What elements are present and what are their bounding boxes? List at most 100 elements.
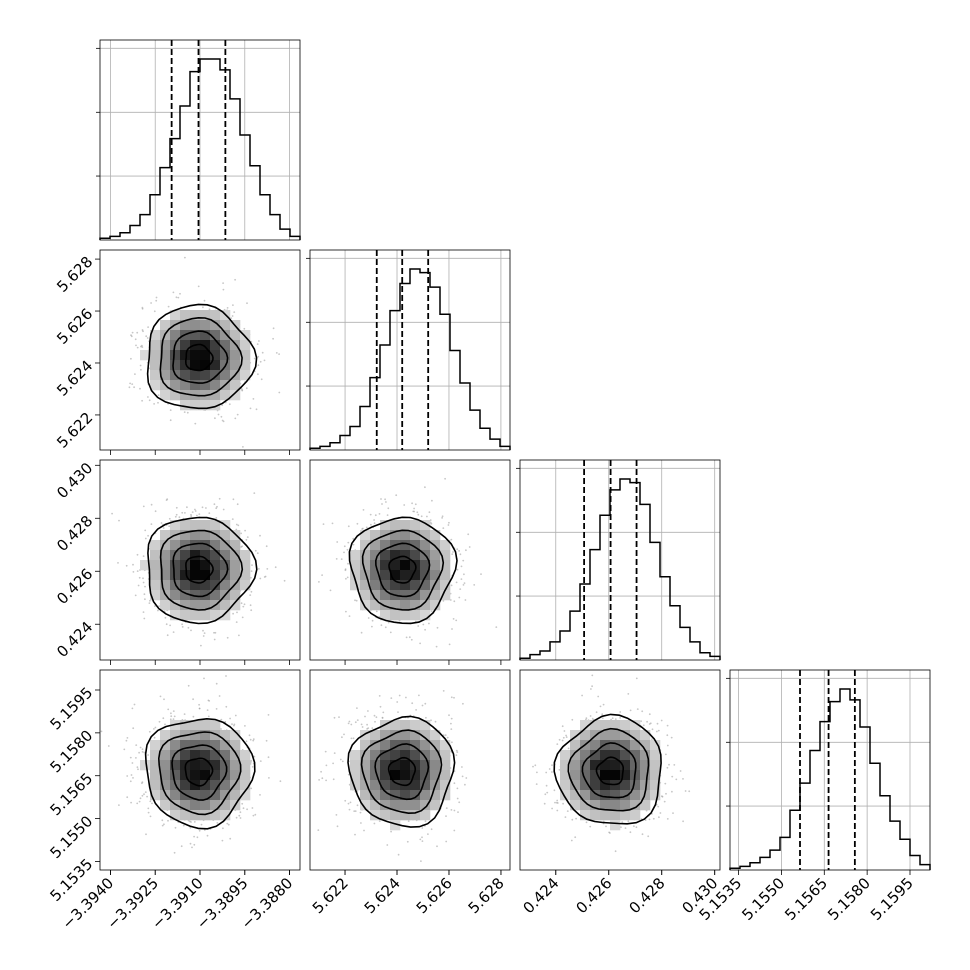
contour-1-sigma bbox=[172, 330, 229, 384]
sample-point bbox=[143, 617, 146, 620]
sample-point bbox=[156, 248, 158, 250]
sample-point bbox=[361, 726, 364, 728]
sample-point bbox=[131, 331, 134, 334]
sample-point bbox=[190, 629, 192, 632]
sample-point bbox=[128, 386, 131, 389]
sample-point bbox=[371, 619, 374, 622]
density-cell bbox=[410, 540, 421, 551]
sample-point bbox=[130, 774, 133, 776]
density-cell bbox=[180, 550, 191, 561]
sample-point bbox=[419, 838, 422, 841]
density-cell bbox=[160, 790, 171, 801]
sample-point bbox=[150, 503, 153, 506]
density-cell bbox=[210, 720, 221, 731]
y-tick-label: 5.1595 bbox=[47, 684, 97, 734]
sample-point bbox=[170, 715, 173, 718]
axes-frame bbox=[99, 249, 301, 451]
density-cell bbox=[360, 590, 371, 601]
sample-point bbox=[382, 711, 385, 714]
density-cell bbox=[160, 360, 171, 371]
y-tick-label: 0.426 bbox=[53, 565, 96, 608]
density-cell bbox=[220, 730, 231, 741]
sample-point bbox=[236, 503, 239, 506]
contour-2-sigma bbox=[146, 303, 258, 410]
sample-point bbox=[149, 815, 152, 818]
contour-1-sigma bbox=[171, 744, 228, 801]
sample-point bbox=[193, 843, 196, 846]
sample-point bbox=[147, 754, 150, 756]
contour-0.5-sigma bbox=[184, 343, 214, 372]
sample-point bbox=[172, 718, 175, 720]
histogram-panel-1 bbox=[306, 249, 511, 451]
sample-point bbox=[417, 625, 420, 627]
density-cell bbox=[220, 610, 231, 621]
y-tick-label: 0.424 bbox=[53, 618, 96, 661]
sample-point bbox=[206, 834, 209, 837]
sample-point bbox=[283, 579, 286, 582]
sample-point bbox=[236, 611, 238, 614]
density-cell bbox=[160, 600, 171, 611]
sample-point bbox=[167, 305, 170, 308]
sample-point bbox=[442, 527, 445, 529]
sample-point bbox=[256, 552, 259, 555]
density-cell bbox=[240, 360, 251, 371]
sample-point bbox=[245, 387, 248, 390]
sample-point bbox=[142, 505, 145, 508]
density-cell bbox=[210, 730, 221, 741]
density-cell bbox=[370, 600, 381, 611]
sample-point bbox=[435, 645, 438, 648]
density-cell bbox=[150, 550, 161, 561]
sample-point bbox=[251, 564, 253, 566]
sample-point bbox=[445, 840, 448, 843]
sample-point bbox=[160, 522, 163, 524]
sample-point bbox=[196, 514, 198, 517]
sample-point bbox=[430, 828, 433, 831]
density-cell bbox=[160, 540, 171, 551]
sample-point bbox=[341, 736, 343, 739]
sample-point bbox=[167, 708, 170, 711]
density-cell bbox=[200, 340, 211, 351]
sample-point bbox=[193, 835, 196, 838]
contour-0.5-sigma bbox=[185, 555, 214, 584]
sample-point bbox=[425, 716, 427, 719]
sample-point bbox=[427, 833, 429, 835]
density-cell bbox=[180, 580, 191, 591]
sample-point bbox=[198, 829, 201, 832]
sample-point bbox=[249, 407, 252, 410]
density-cell bbox=[390, 520, 401, 531]
sample-point bbox=[186, 506, 188, 509]
density-cell bbox=[380, 540, 391, 551]
density-cell bbox=[150, 750, 161, 761]
density-cell bbox=[440, 590, 451, 601]
sample-point bbox=[196, 836, 199, 839]
density-cell bbox=[380, 560, 391, 571]
sample-point bbox=[143, 793, 145, 796]
sample-point bbox=[379, 705, 382, 708]
sample-point bbox=[169, 624, 172, 627]
y-tick-label: 5.622 bbox=[53, 409, 96, 452]
sample-point bbox=[142, 577, 144, 580]
sample-point bbox=[343, 545, 346, 548]
sample-point bbox=[317, 829, 320, 831]
sample-point bbox=[234, 714, 237, 717]
sample-point bbox=[161, 819, 164, 822]
sample-point bbox=[208, 512, 211, 514]
sample-point bbox=[190, 821, 192, 823]
sample-point bbox=[378, 513, 381, 515]
sample-point bbox=[178, 516, 181, 519]
sample-point bbox=[407, 820, 410, 822]
sample-point bbox=[187, 684, 190, 687]
density-cell bbox=[410, 570, 421, 581]
sample-point bbox=[215, 507, 218, 510]
density-cell bbox=[360, 740, 371, 751]
sample-point bbox=[348, 615, 351, 617]
density-cell bbox=[230, 360, 241, 371]
sample-point bbox=[462, 702, 464, 705]
density-cell bbox=[150, 340, 161, 351]
sample-point bbox=[431, 499, 433, 502]
density-cell bbox=[360, 560, 371, 571]
density-cell bbox=[160, 740, 171, 751]
density-cell bbox=[200, 560, 211, 571]
sample-point bbox=[148, 399, 151, 402]
sample-point bbox=[134, 338, 137, 341]
